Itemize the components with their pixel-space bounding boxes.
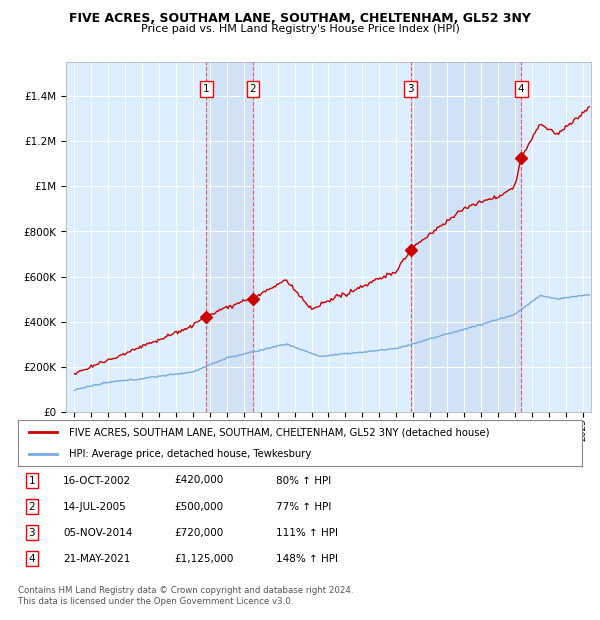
Text: This data is licensed under the Open Government Licence v3.0.: This data is licensed under the Open Gov… bbox=[18, 597, 293, 606]
Text: 3: 3 bbox=[407, 84, 414, 94]
Text: 14-JUL-2005: 14-JUL-2005 bbox=[63, 502, 127, 512]
Text: 2: 2 bbox=[250, 84, 256, 94]
Text: Contains HM Land Registry data © Crown copyright and database right 2024.: Contains HM Land Registry data © Crown c… bbox=[18, 586, 353, 595]
Text: 3: 3 bbox=[28, 528, 35, 538]
Text: 1: 1 bbox=[203, 84, 210, 94]
Text: 16-OCT-2002: 16-OCT-2002 bbox=[63, 476, 131, 485]
Text: FIVE ACRES, SOUTHAM LANE, SOUTHAM, CHELTENHAM, GL52 3NY: FIVE ACRES, SOUTHAM LANE, SOUTHAM, CHELT… bbox=[69, 12, 531, 25]
Text: 2: 2 bbox=[28, 502, 35, 512]
Text: 77% ↑ HPI: 77% ↑ HPI bbox=[276, 502, 331, 512]
Text: FIVE ACRES, SOUTHAM LANE, SOUTHAM, CHELTENHAM, GL52 3NY (detached house): FIVE ACRES, SOUTHAM LANE, SOUTHAM, CHELT… bbox=[69, 427, 489, 437]
Text: £420,000: £420,000 bbox=[174, 476, 223, 485]
Text: 4: 4 bbox=[28, 554, 35, 564]
Text: HPI: Average price, detached house, Tewkesbury: HPI: Average price, detached house, Tewk… bbox=[69, 449, 311, 459]
Text: 21-MAY-2021: 21-MAY-2021 bbox=[63, 554, 130, 564]
Text: 4: 4 bbox=[518, 84, 524, 94]
Text: £1,125,000: £1,125,000 bbox=[174, 554, 233, 564]
Bar bbox=[410, 62, 521, 412]
Text: £500,000: £500,000 bbox=[174, 502, 223, 512]
Text: 111% ↑ HPI: 111% ↑ HPI bbox=[276, 528, 338, 538]
Bar bbox=[206, 62, 253, 412]
Text: 80% ↑ HPI: 80% ↑ HPI bbox=[276, 476, 331, 485]
Text: Price paid vs. HM Land Registry's House Price Index (HPI): Price paid vs. HM Land Registry's House … bbox=[140, 24, 460, 33]
Text: 05-NOV-2014: 05-NOV-2014 bbox=[63, 528, 133, 538]
Text: 148% ↑ HPI: 148% ↑ HPI bbox=[276, 554, 338, 564]
Text: £720,000: £720,000 bbox=[174, 528, 223, 538]
Text: 1: 1 bbox=[28, 476, 35, 485]
